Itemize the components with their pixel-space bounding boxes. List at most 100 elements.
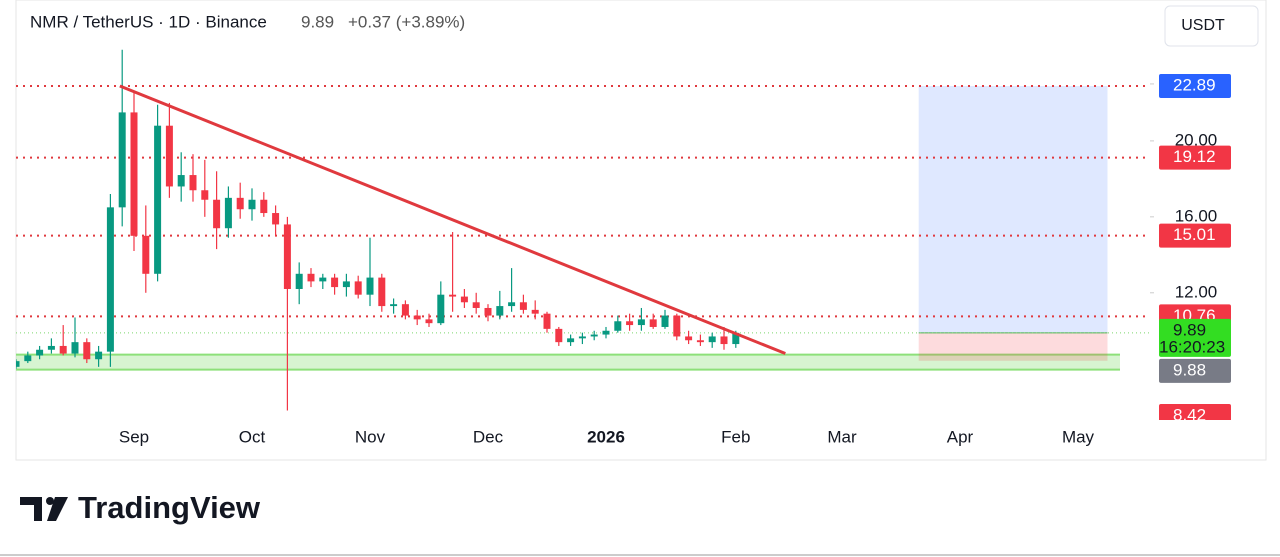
x-tick-label: May: [1062, 427, 1095, 446]
candle-body: [437, 294, 445, 324]
candle-body: [531, 309, 539, 314]
candle-body: [496, 306, 504, 316]
candle-body: [118, 112, 126, 208]
y-tick-label: 16.00: [1175, 206, 1218, 225]
candle-body: [283, 224, 291, 289]
candle-body: [331, 277, 339, 288]
brand: TradingView: [78, 490, 261, 525]
candle-body: [413, 315, 421, 320]
symbol: NMR / TetherUS · 1D · Binance: [30, 12, 267, 31]
candle-body: [177, 175, 185, 187]
candle-body: [449, 294, 457, 297]
logo-mark: [46, 497, 54, 505]
candle-body: [95, 351, 103, 360]
x-tick-label: 2026: [587, 427, 625, 446]
y-tick-label: 20.00: [1175, 130, 1218, 149]
candle-body: [47, 345, 55, 350]
candle-body: [248, 199, 256, 210]
position-stop: [918, 332, 1108, 361]
candle-body: [673, 315, 681, 337]
x-tick-label: Oct: [239, 427, 266, 446]
x-tick-label: Feb: [721, 427, 750, 446]
logo: TradingView: [20, 490, 261, 525]
candle-body: [24, 355, 32, 362]
candle-body: [472, 302, 480, 308]
price-label: 9.88: [1173, 360, 1206, 379]
price-label-box: [1159, 318, 1231, 357]
candle-body: [213, 199, 221, 229]
candle-body: [649, 319, 657, 327]
candle-body: [555, 328, 563, 343]
candle-body: [260, 199, 268, 214]
price-label-box: [1159, 145, 1231, 170]
price-label-box: [1159, 74, 1231, 99]
chart-frame: [15, 0, 1267, 461]
candle-body: [16, 361, 20, 367]
candle-body: [732, 332, 740, 345]
candle-body: [142, 235, 150, 274]
price-label: 22.89: [1173, 75, 1216, 94]
price-label: 19.12: [1173, 147, 1216, 166]
candle-body: [272, 213, 280, 225]
candle-body: [59, 345, 67, 354]
x-tick-label: Dec: [473, 427, 504, 446]
candle-body: [685, 336, 693, 341]
trendline: [119, 84, 786, 355]
candle-body: [130, 112, 138, 236]
candle-body: [484, 307, 492, 316]
price-label-box: [1159, 358, 1231, 383]
candle-body: [295, 273, 303, 289]
candle-body: [319, 277, 327, 282]
candle-body: [224, 197, 232, 229]
price-axis: 12.0016.0020.0023.0022.8919.1215.0110.76…: [1150, 73, 1260, 459]
candle-body: [590, 334, 598, 337]
countdown: 16:20:23: [1159, 337, 1225, 356]
currency[interactable]: USDT: [1181, 17, 1225, 34]
candle-body: [637, 319, 645, 326]
candle-body: [543, 313, 551, 329]
candle-body: [696, 340, 704, 343]
last-price: 9.89: [301, 12, 334, 31]
candle-body: [567, 338, 575, 343]
position-target: [918, 86, 1108, 333]
currency-button[interactable]: [1164, 5, 1259, 47]
candle-body: [307, 273, 315, 282]
candle-body: [154, 125, 162, 274]
candle-body: [83, 342, 91, 360]
candle-body: [425, 319, 433, 324]
candle-body: [519, 302, 527, 310]
candle-body: [614, 321, 622, 331]
candle-body: [661, 315, 669, 327]
change: +0.37 (+3.89%): [348, 12, 465, 31]
x-tick-label: Sep: [119, 427, 149, 446]
price-label: 15.01: [1173, 225, 1216, 244]
candle-body: [106, 207, 114, 352]
candle-body: [366, 277, 374, 295]
candle-body: [390, 304, 398, 307]
price-label: 9.89: [1173, 320, 1206, 339]
candle-body: [342, 281, 350, 288]
candle-body: [460, 296, 468, 303]
x-tick-label: Mar: [827, 427, 857, 446]
axis-mask: [1150, 420, 1260, 459]
candle-body: [201, 190, 209, 200]
candle-body: [189, 175, 197, 191]
support-zone: [16, 354, 1120, 370]
candle-body: [36, 349, 44, 356]
candle-body: [578, 336, 586, 339]
plot: [16, 49, 1150, 411]
candle-body: [71, 342, 79, 354]
logo-mark: [47, 497, 68, 521]
price-label-box: [1159, 223, 1231, 248]
candle-body: [626, 321, 634, 326]
candle-body: [508, 302, 516, 307]
logo-mark: [20, 497, 42, 521]
y-tick-label: 12.00: [1175, 282, 1218, 301]
candle-body: [602, 330, 610, 335]
x-tick-label: Nov: [355, 427, 386, 446]
candle-body: [236, 197, 244, 210]
candle-body: [354, 281, 362, 295]
price-label: 8.42: [1173, 405, 1206, 424]
